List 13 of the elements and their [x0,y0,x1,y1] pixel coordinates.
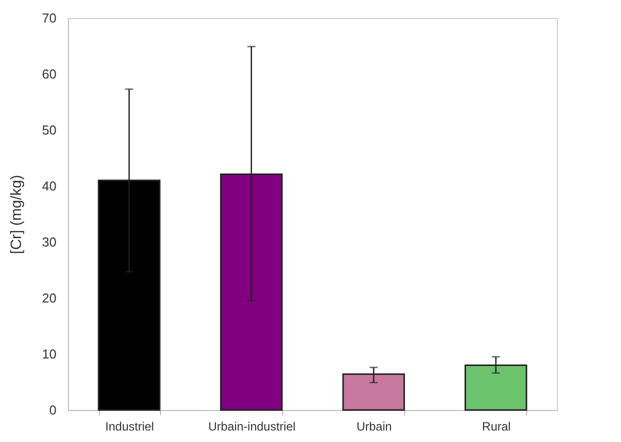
y-tick-label: 70 [42,10,56,26]
y-tick-label: 20 [42,290,56,306]
y-tick-label: 30 [42,234,56,250]
x-tick-label: Rural [482,420,511,434]
y-tick-label: 0 [49,402,56,418]
y-tick-label: 60 [42,66,56,82]
y-tick-label: 50 [42,122,56,138]
y-axis-title: [Cr] (mg/kg) [8,174,26,254]
y-tick-label: 10 [42,346,56,362]
x-tick-label: Industriel [105,420,154,434]
x-tick-label: Urbain-industriel [208,420,296,434]
y-tick-label: 40 [42,178,56,194]
x-tick-label: Urbain [356,420,392,434]
